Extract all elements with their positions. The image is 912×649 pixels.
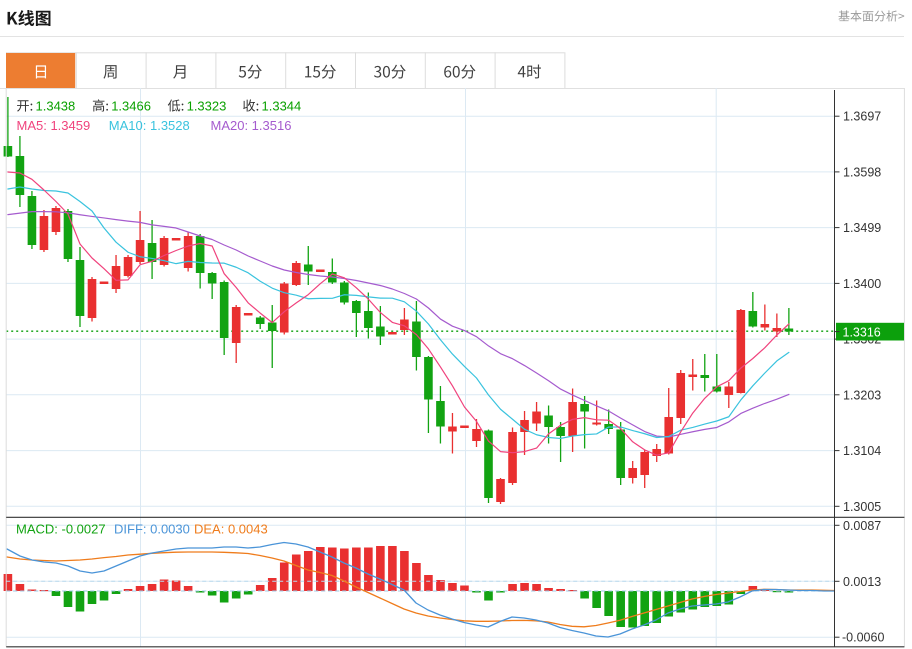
svg-text:1.3316: 1.3316 xyxy=(843,325,881,339)
svg-text:MA10: 1.3528: MA10: 1.3528 xyxy=(109,118,190,133)
svg-text:0.0087: 0.0087 xyxy=(843,519,881,533)
svg-text:-0.0060: -0.0060 xyxy=(842,631,884,645)
svg-text:1.3400: 1.3400 xyxy=(843,277,881,291)
svg-text:DEA: 0.0043: DEA: 0.0043 xyxy=(194,522,268,537)
svg-text:1.3104: 1.3104 xyxy=(843,444,881,458)
svg-text:MA20: 1.3516: MA20: 1.3516 xyxy=(211,118,292,133)
svg-text:1.3697: 1.3697 xyxy=(843,110,881,124)
svg-text:1.3466: 1.3466 xyxy=(111,99,151,114)
svg-text:1.3005: 1.3005 xyxy=(843,500,881,514)
svg-text:MACD: -0.0027: MACD: -0.0027 xyxy=(16,522,106,537)
svg-text:0.0013: 0.0013 xyxy=(843,575,881,589)
svg-text:1.3323: 1.3323 xyxy=(187,99,227,114)
svg-text:1.3203: 1.3203 xyxy=(843,388,881,402)
svg-text:1.3344: 1.3344 xyxy=(262,99,302,114)
svg-text:MA5: 1.3459: MA5: 1.3459 xyxy=(17,118,91,133)
svg-text:1.3598: 1.3598 xyxy=(843,165,881,179)
svg-text:1.3438: 1.3438 xyxy=(36,99,76,114)
svg-text:1.3499: 1.3499 xyxy=(843,221,881,235)
svg-text:DIFF: 0.0030: DIFF: 0.0030 xyxy=(114,522,190,537)
